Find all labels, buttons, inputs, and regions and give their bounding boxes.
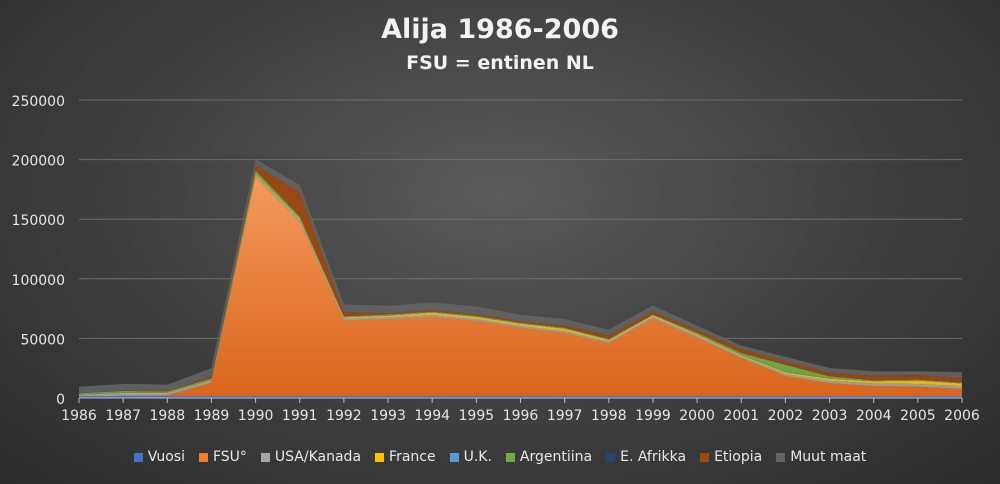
y-tick-label: 250000: [12, 94, 65, 110]
legend-swatch: [375, 452, 385, 462]
y-tick-label: 0: [56, 392, 65, 408]
legend-item: FSU°: [198, 449, 247, 465]
x-tick-label: 2003: [812, 408, 848, 424]
legend-label: E. Afrikka: [620, 449, 687, 465]
x-tick-label: 1986: [61, 408, 97, 424]
x-tick-label: 1997: [547, 408, 583, 424]
legend-label: USA/Kanada: [274, 449, 362, 465]
x-tick-label: 1989: [194, 408, 230, 424]
legend-label: Vuosi: [147, 449, 185, 465]
x-tick-label: 2002: [768, 408, 804, 424]
legend-label: Muut maat: [790, 449, 867, 465]
legend-swatch: [133, 452, 143, 462]
legend-swatch: [700, 452, 710, 462]
x-tick-label: 1993: [370, 408, 406, 424]
legend-swatch: [449, 452, 459, 462]
legend-item: Muut maat: [776, 449, 866, 465]
y-tick-label: 150000: [12, 213, 65, 229]
y-tick-label: 200000: [12, 154, 65, 170]
legend-item: Etiopia: [700, 449, 762, 465]
legend-swatch: [776, 452, 786, 462]
x-tick-label: 1987: [105, 408, 141, 424]
x-tick-label: 1990: [238, 408, 274, 424]
legend-swatch: [505, 452, 515, 462]
chart-legend: Vuosi FSU° USA/Kanada France U.K. Argentiina E…: [0, 449, 1000, 465]
x-tick-label: 2000: [679, 408, 715, 424]
legend-item: France: [375, 449, 436, 465]
x-tick-label: 2004: [856, 408, 892, 424]
chart-subtitle: FSU = entinen NL: [406, 52, 594, 74]
legend-swatch: [260, 452, 270, 462]
legend-swatch: [198, 452, 208, 462]
x-tick-label: 1988: [149, 408, 185, 424]
legend-label: Etiopia: [714, 449, 763, 465]
x-tick-label: 2005: [900, 408, 936, 424]
legend-label: France: [389, 449, 436, 465]
legend-swatch: [606, 452, 616, 462]
x-tick-label: 1994: [414, 408, 450, 424]
legend-item: E. Afrikka: [606, 449, 686, 465]
legend-label: FSU°: [212, 449, 247, 465]
legend-item: Argentiina: [505, 449, 593, 465]
x-tick-label: 1999: [635, 408, 671, 424]
x-tick-label: 1991: [282, 408, 318, 424]
x-tick-label: 1992: [326, 408, 362, 424]
legend-label: Argentiina: [519, 449, 593, 465]
legend-item: Vuosi: [133, 449, 185, 465]
legend-label: U.K.: [463, 449, 492, 465]
x-tick-label: 1995: [459, 408, 495, 424]
y-tick-label: 100000: [12, 273, 65, 289]
x-tick-label: 2006: [944, 408, 980, 424]
area-fsu: [79, 177, 962, 398]
y-tick-label: 50000: [20, 332, 65, 348]
x-tick-label: 2001: [723, 408, 759, 424]
chart-title: Alija 1986-2006: [381, 14, 619, 45]
x-tick-label: 1996: [503, 408, 539, 424]
x-tick-label: 1998: [591, 408, 627, 424]
legend-item: U.K.: [449, 449, 492, 465]
legend-item: USA/Kanada: [260, 449, 362, 465]
